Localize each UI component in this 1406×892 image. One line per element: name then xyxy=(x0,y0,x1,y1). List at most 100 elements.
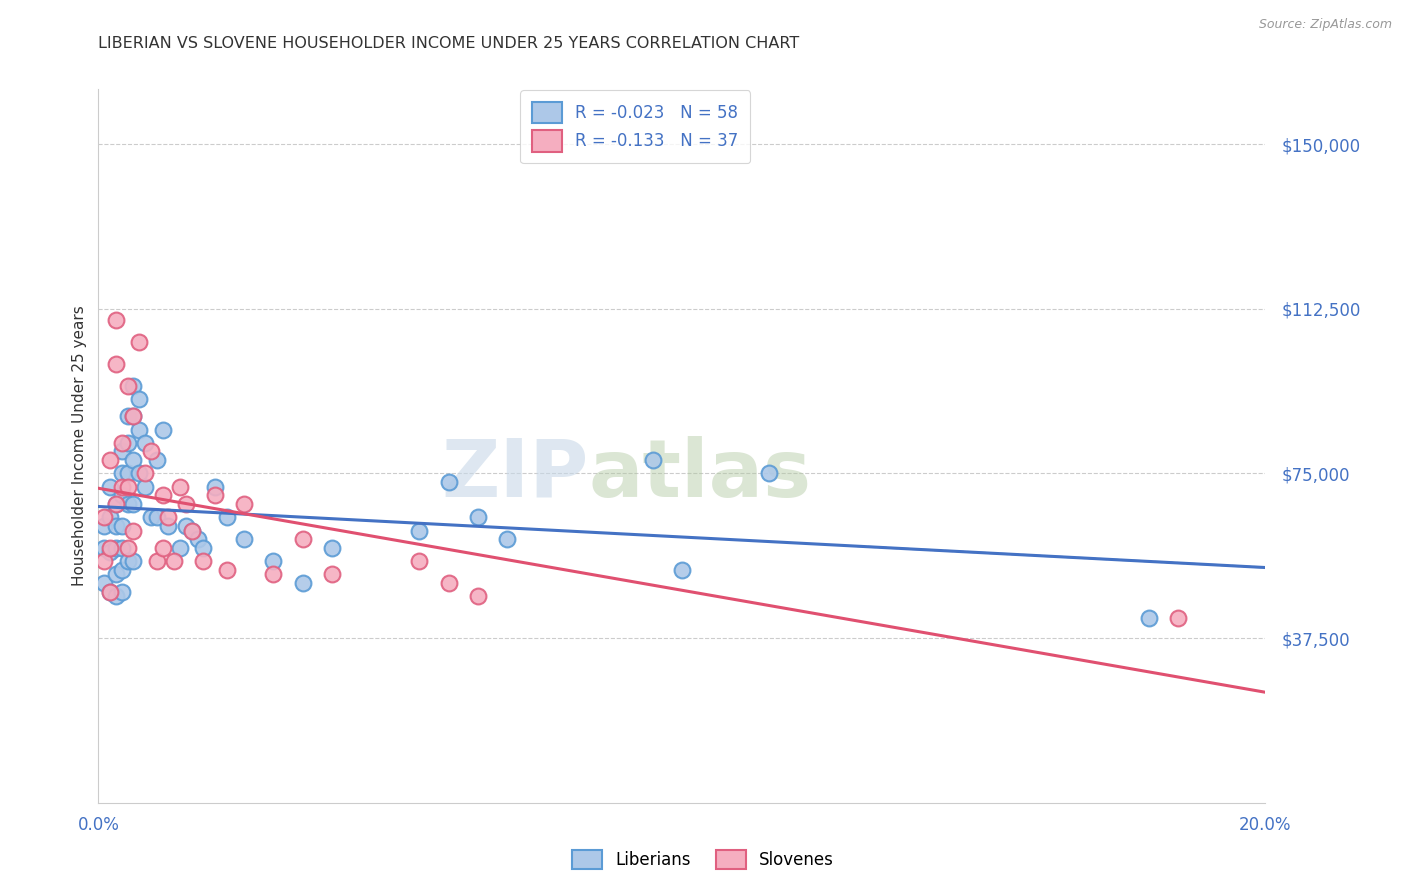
Point xyxy=(128,467,150,481)
Point xyxy=(104,590,127,604)
Point xyxy=(111,488,134,502)
Point xyxy=(122,409,145,424)
Point xyxy=(437,576,460,591)
Point xyxy=(98,453,121,467)
Point xyxy=(98,585,121,599)
Point xyxy=(758,467,780,481)
Point xyxy=(291,576,314,591)
Point xyxy=(93,576,115,591)
Point xyxy=(193,541,215,555)
Point xyxy=(128,392,150,406)
Point xyxy=(117,554,139,568)
Point xyxy=(321,567,343,582)
Point xyxy=(104,312,127,326)
Point xyxy=(169,541,191,555)
Point xyxy=(152,423,174,437)
Point xyxy=(174,519,197,533)
Point xyxy=(437,475,460,490)
Point xyxy=(1137,611,1160,625)
Point xyxy=(321,541,343,555)
Point xyxy=(117,409,139,424)
Point xyxy=(671,563,693,577)
Point xyxy=(641,453,664,467)
Point xyxy=(111,467,134,481)
Point xyxy=(128,423,150,437)
Point xyxy=(134,480,156,494)
Point xyxy=(128,334,150,349)
Point xyxy=(117,541,139,555)
Text: LIBERIAN VS SLOVENE HOUSEHOLDER INCOME UNDER 25 YEARS CORRELATION CHART: LIBERIAN VS SLOVENE HOUSEHOLDER INCOME U… xyxy=(98,36,800,51)
Point xyxy=(146,554,169,568)
Point xyxy=(146,453,169,467)
Point xyxy=(139,444,162,458)
Text: Source: ZipAtlas.com: Source: ZipAtlas.com xyxy=(1258,18,1392,31)
Point xyxy=(408,554,430,568)
Point xyxy=(111,585,134,599)
Point xyxy=(117,497,139,511)
Point xyxy=(104,519,127,533)
Point xyxy=(204,488,226,502)
Point xyxy=(111,480,134,494)
Point xyxy=(157,510,180,524)
Point xyxy=(163,554,186,568)
Point xyxy=(104,497,127,511)
Point xyxy=(139,510,162,524)
Point xyxy=(93,519,115,533)
Point xyxy=(215,510,238,524)
Point xyxy=(111,444,134,458)
Point xyxy=(157,519,180,533)
Point xyxy=(204,480,226,494)
Point xyxy=(98,585,121,599)
Legend: R = -0.023   N = 58, R = -0.133   N = 37: R = -0.023 N = 58, R = -0.133 N = 37 xyxy=(520,90,751,163)
Point xyxy=(291,533,314,547)
Point xyxy=(93,554,115,568)
Point xyxy=(1167,611,1189,625)
Point xyxy=(215,563,238,577)
Point xyxy=(262,567,284,582)
Point xyxy=(122,453,145,467)
Point xyxy=(117,480,139,494)
Text: ZIP: ZIP xyxy=(441,435,589,514)
Point xyxy=(134,467,156,481)
Point xyxy=(169,480,191,494)
Legend: Liberians, Slovenes: Liberians, Slovenes xyxy=(562,840,844,880)
Point xyxy=(467,510,489,524)
Point xyxy=(98,541,121,555)
Point xyxy=(93,510,115,524)
Point xyxy=(117,467,139,481)
Point xyxy=(122,497,145,511)
Point xyxy=(262,554,284,568)
Point xyxy=(122,524,145,538)
Point xyxy=(174,497,197,511)
Point xyxy=(233,533,256,547)
Point xyxy=(408,524,430,538)
Point xyxy=(111,519,134,533)
Point xyxy=(111,435,134,450)
Text: atlas: atlas xyxy=(589,435,811,514)
Point xyxy=(496,533,519,547)
Point xyxy=(180,524,202,538)
Point xyxy=(117,435,139,450)
Point xyxy=(233,497,256,511)
Point xyxy=(98,510,121,524)
Point xyxy=(122,409,145,424)
Point xyxy=(104,541,127,555)
Point xyxy=(122,378,145,392)
Point xyxy=(98,480,121,494)
Point xyxy=(180,524,202,538)
Point xyxy=(104,497,127,511)
Point xyxy=(98,545,121,559)
Point xyxy=(193,554,215,568)
Point xyxy=(122,554,145,568)
Point xyxy=(111,541,134,555)
Point xyxy=(146,510,169,524)
Point xyxy=(134,435,156,450)
Point xyxy=(467,590,489,604)
Point xyxy=(111,563,134,577)
Point xyxy=(93,541,115,555)
Point xyxy=(152,488,174,502)
Point xyxy=(187,533,209,547)
Point xyxy=(104,357,127,371)
Point xyxy=(104,567,127,582)
Point xyxy=(117,378,139,392)
